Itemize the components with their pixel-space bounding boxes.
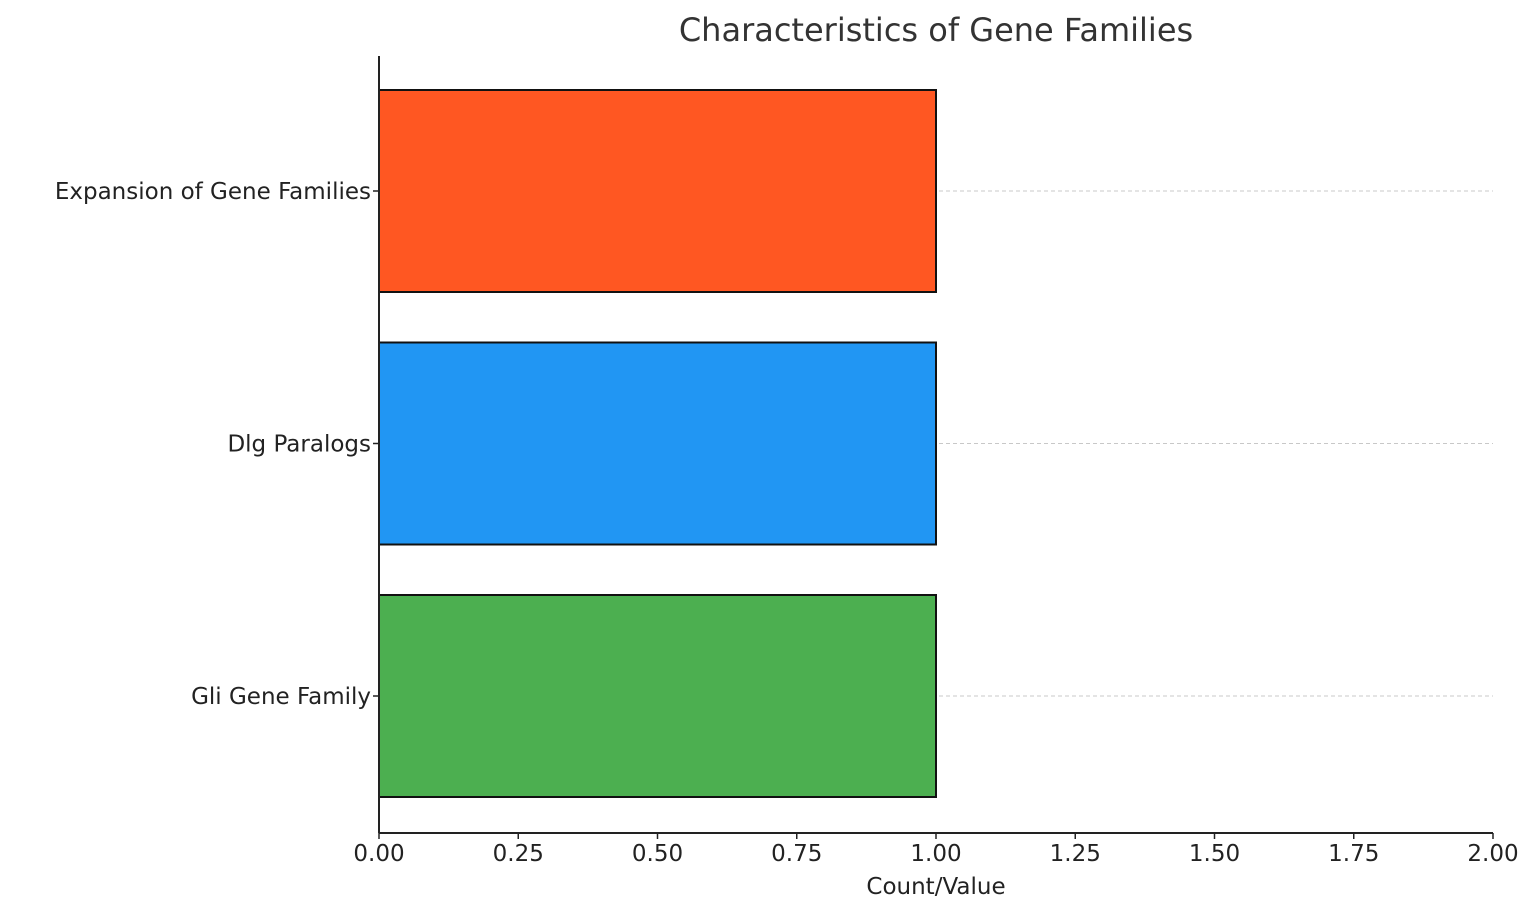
x-tick-label: 0.25: [493, 841, 544, 867]
y-ticks: Gli Gene Family Dlg Paralogs Expansion of …: [55, 179, 379, 710]
y-tick-label: Dlg Paralogs: [227, 432, 371, 458]
bar-expansion-of-gene-families: [378, 89, 937, 293]
x-tick-label: 0.00: [353, 841, 404, 867]
chart-title: Characteristics of Gene Families: [679, 11, 1193, 49]
x-tick-label: 1.75: [1328, 841, 1379, 867]
x-tick-label: 2.00: [1467, 841, 1518, 867]
y-tick-label: Expansion of Gene Families: [55, 179, 371, 205]
x-tick-label: 0.50: [632, 841, 683, 867]
x-tick-label: 0.75: [771, 841, 822, 867]
bar-gli-gene-family: [378, 594, 937, 798]
bars: [378, 89, 937, 798]
x-tick-label: 1.25: [1050, 841, 1101, 867]
x-tick-label: 1.50: [1189, 841, 1240, 867]
x-axis-label: Count/Value: [866, 874, 1005, 900]
x-ticks: 0.00 0.25 0.50 0.75 1.00 1.25 1.50 1.75 2.00: [353, 833, 1519, 867]
bar-dlg-paralogs: [378, 341, 937, 546]
x-tick-label: 1.00: [910, 841, 961, 867]
y-tick-label: Gli Gene Family: [191, 684, 371, 710]
